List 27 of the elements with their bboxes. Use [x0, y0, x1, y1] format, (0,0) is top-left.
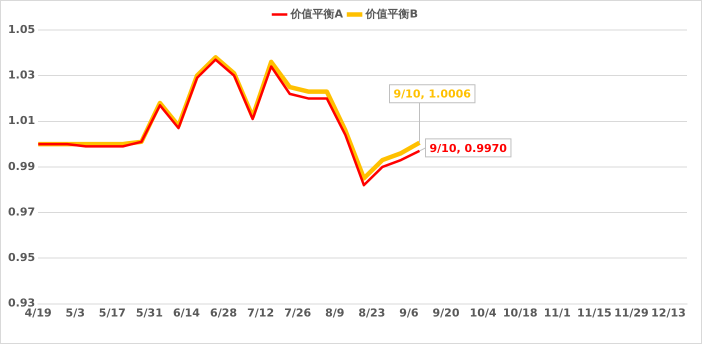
x-tick-label: 11/29	[614, 306, 649, 320]
x-tick-label: 10/18	[502, 306, 538, 320]
legend-label: 价值平衡A	[290, 7, 344, 20]
x-tick-label: 9/6	[399, 306, 419, 320]
y-tick-label: 1.03	[8, 68, 36, 82]
annotation: 9/10, 0.9970	[430, 142, 508, 155]
x-tick-label: 8/9	[325, 306, 344, 320]
x-tick-label: 12/13	[651, 306, 686, 320]
x-tick-label: 7/12	[247, 306, 274, 320]
y-tick-label: 1.01	[8, 114, 36, 128]
x-tick-label: 11/15	[576, 306, 612, 320]
x-tick-label: 6/28	[210, 306, 238, 320]
y-tick-label: 0.95	[8, 251, 36, 264]
y-tick-label: 0.99	[8, 160, 36, 173]
x-tick-label: 8/23	[358, 306, 386, 320]
x-tick-label: 10/4	[470, 306, 497, 320]
x-tick-label: 5/31	[136, 306, 163, 320]
x-tick-label: 6/14	[172, 306, 200, 320]
x-tick-label: 9/20	[432, 306, 460, 320]
x-tick-label: 11/1	[544, 306, 571, 320]
y-tick-label: 0.97	[8, 205, 36, 218]
x-tick-label: 7/26	[284, 306, 312, 320]
x-tick-label: 5/17	[98, 306, 126, 320]
legend-label: 价值平衡B	[364, 7, 418, 20]
y-tick-label: 1.05	[8, 22, 36, 36]
x-tick-label: 5/3	[66, 306, 85, 320]
annotation: 9/10, 1.0006	[394, 88, 472, 101]
